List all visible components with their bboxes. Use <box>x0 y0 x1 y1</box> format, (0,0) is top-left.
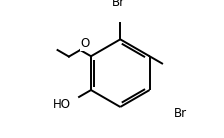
Text: O: O <box>80 37 90 50</box>
Text: Br: Br <box>112 0 125 9</box>
Text: Br: Br <box>173 107 187 120</box>
Text: HO: HO <box>53 98 71 111</box>
